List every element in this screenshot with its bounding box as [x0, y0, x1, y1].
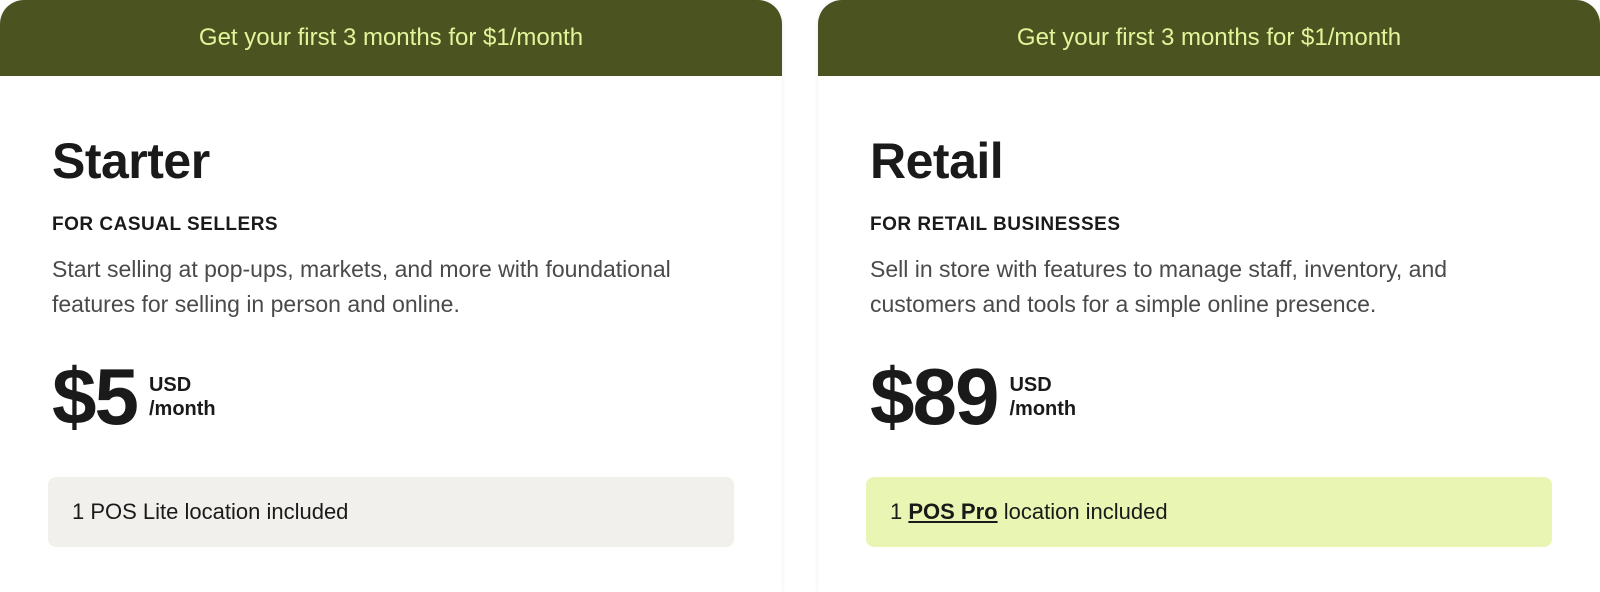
included-emph: POS Pro — [908, 499, 997, 524]
plan-description: Sell in store with features to manage st… — [870, 252, 1510, 321]
promo-banner: Get your first 3 months for $1/month — [818, 0, 1600, 76]
plan-body: Starter FOR CASUAL SELLERS Start selling… — [0, 76, 782, 592]
included-bar: 1 POS Lite location included — [48, 477, 734, 547]
included-prefix: 1 — [890, 499, 908, 524]
included-bar: 1 POS Pro location included — [866, 477, 1552, 547]
included-emph: POS Lite — [90, 499, 178, 524]
plan-card-starter: Get your first 3 months for $1/month Sta… — [0, 0, 782, 592]
price-period: /month — [1009, 397, 1076, 421]
promo-banner: Get your first 3 months for $1/month — [0, 0, 782, 76]
price-row: $5 USD /month — [52, 357, 730, 437]
plan-audience: FOR CASUAL SELLERS — [52, 214, 730, 236]
plan-name: Starter — [52, 132, 730, 190]
promo-text: Get your first 3 months for $1/month — [1017, 24, 1401, 51]
price-period: /month — [149, 397, 216, 421]
plan-name: Retail — [870, 132, 1548, 190]
included-suffix: location included — [998, 499, 1168, 524]
price-row: $89 USD /month — [870, 357, 1548, 437]
plan-body: Retail FOR RETAIL BUSINESSES Sell in sto… — [818, 76, 1600, 592]
price-unit: USD /month — [149, 373, 216, 421]
price-currency: USD — [1009, 373, 1076, 397]
included-prefix: 1 — [72, 499, 90, 524]
promo-text: Get your first 3 months for $1/month — [199, 24, 583, 51]
included-suffix: location included — [178, 499, 348, 524]
price-unit: USD /month — [1009, 373, 1076, 421]
plan-description: Start selling at pop-ups, markets, and m… — [52, 252, 692, 321]
plan-audience: FOR RETAIL BUSINESSES — [870, 214, 1548, 236]
plan-card-retail: Get your first 3 months for $1/month Ret… — [818, 0, 1600, 592]
price-amount: $5 — [52, 357, 137, 437]
price-currency: USD — [149, 373, 216, 397]
price-amount: $89 — [870, 357, 997, 437]
